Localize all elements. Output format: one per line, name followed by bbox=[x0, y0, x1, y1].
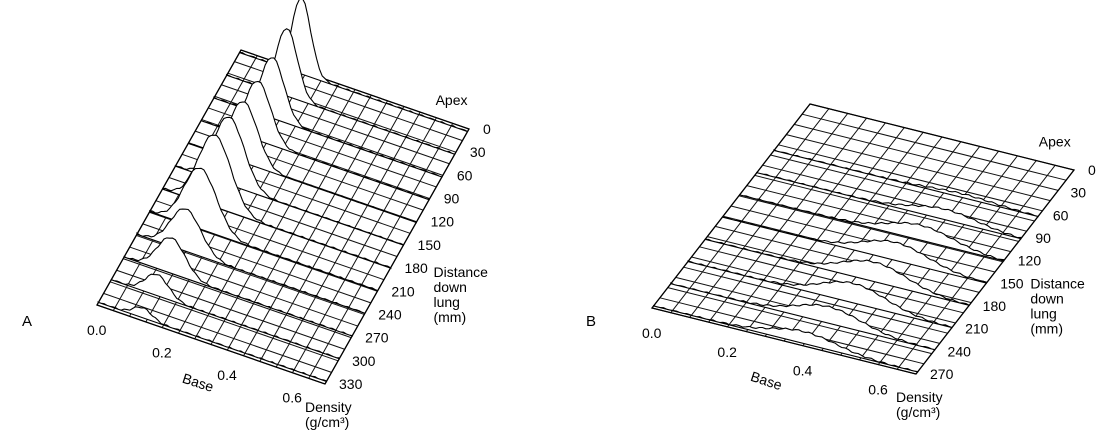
y-tick-label: 0 bbox=[1088, 162, 1096, 178]
y-tick-label: 180 bbox=[404, 260, 428, 276]
grid-line-distance bbox=[715, 225, 980, 293]
grid-line-distance bbox=[778, 144, 1043, 212]
x-tick-label: 0.6 bbox=[868, 382, 888, 398]
grid-line-distance bbox=[738, 195, 1004, 263]
distance-axis-label: lung bbox=[433, 294, 459, 310]
y-tick-label: 60 bbox=[457, 167, 473, 183]
distance-axis-label: down bbox=[1030, 290, 1063, 306]
distance-axis-label: down bbox=[433, 279, 466, 295]
base-label: Base bbox=[749, 368, 784, 393]
grid-line-distance bbox=[762, 164, 1027, 232]
grid-line-distance bbox=[683, 266, 948, 334]
y-tick-label: 0 bbox=[483, 121, 491, 137]
x-tick-label: 0.4 bbox=[793, 363, 813, 379]
y-tick-label: 240 bbox=[378, 306, 402, 322]
y-tick-label: 330 bbox=[339, 376, 363, 392]
panel-label: A bbox=[22, 313, 32, 330]
y-tick-label: 180 bbox=[983, 298, 1007, 314]
y-tick-label: 270 bbox=[930, 366, 954, 382]
distance-axis-label: (mm) bbox=[1030, 320, 1063, 336]
y-tick-label: 210 bbox=[391, 283, 415, 299]
y-tick-label: 150 bbox=[1000, 275, 1024, 291]
grid-line-distance bbox=[794, 123, 1059, 191]
y-tick-label: 30 bbox=[470, 144, 486, 160]
grid-line-distance bbox=[801, 113, 1067, 181]
profile-curve bbox=[773, 148, 1039, 218]
profile-curve bbox=[756, 171, 1022, 240]
distance-axis-label: Distance bbox=[433, 264, 488, 280]
x-tick-label: 0.0 bbox=[87, 322, 107, 338]
grid-outline bbox=[650, 103, 1076, 375]
density-axis-label: Density bbox=[305, 399, 352, 415]
density-axis-label: (g/cm³) bbox=[305, 414, 349, 430]
y-tick-label: 270 bbox=[365, 330, 389, 346]
y-tick-label: 150 bbox=[418, 237, 442, 253]
y-tick-label: 90 bbox=[1035, 230, 1051, 246]
grid-line-distance bbox=[746, 185, 1011, 253]
y-tick-label: 60 bbox=[1053, 207, 1069, 223]
grid-line-distance bbox=[754, 174, 1019, 242]
y-tick-label: 210 bbox=[965, 321, 989, 337]
profile-curve bbox=[161, 134, 392, 270]
y-tick-label: 300 bbox=[352, 353, 376, 369]
distance-axis-label: Distance bbox=[1030, 275, 1085, 291]
y-tick-label: 30 bbox=[1070, 185, 1086, 201]
x-tick-label: 0.4 bbox=[217, 367, 237, 383]
grid-line-distance bbox=[699, 246, 964, 314]
profile-curve bbox=[110, 273, 340, 360]
y-tick-label: 120 bbox=[1018, 253, 1042, 269]
x-tick-label: 0.2 bbox=[717, 344, 737, 360]
grid-line-distance bbox=[770, 154, 1035, 222]
grid-line-distance bbox=[786, 134, 1051, 202]
profile-curves bbox=[652, 148, 1039, 373]
profile-curve bbox=[652, 304, 919, 373]
panel-label: B bbox=[586, 313, 596, 330]
profile-curve bbox=[704, 238, 970, 306]
profile-curve bbox=[721, 216, 987, 284]
base-grid bbox=[651, 103, 1075, 375]
grid-line-distance bbox=[109, 281, 339, 362]
grid-line-distance bbox=[103, 292, 332, 373]
base-label: Base bbox=[180, 370, 215, 395]
profile-curve bbox=[123, 237, 353, 337]
profile-curve bbox=[687, 260, 953, 329]
x-tick-label: 0.6 bbox=[282, 390, 302, 406]
apex-label: Apex bbox=[436, 92, 468, 108]
grid-line-distance bbox=[123, 258, 352, 339]
y-tick-label: 120 bbox=[431, 214, 455, 230]
grid-line-distance bbox=[730, 205, 996, 273]
panel-a: 0.0 0.2 0.4 0.6 0 30 60 90 120 150 180 210 240 270 300… bbox=[22, 0, 491, 430]
profile-curve bbox=[738, 194, 1005, 262]
x-tick-label: 0.0 bbox=[642, 325, 662, 341]
grid-outline bbox=[96, 49, 470, 385]
y-tick-label: 90 bbox=[444, 191, 460, 207]
profile-curve bbox=[96, 301, 328, 383]
x-tick-label: 0.2 bbox=[152, 345, 172, 361]
density-axis-label: (g/cm³) bbox=[896, 404, 940, 420]
distance-axis-label: lung bbox=[1030, 305, 1056, 321]
profile-curves bbox=[96, 0, 469, 383]
profile-curve bbox=[149, 167, 379, 292]
distance-axis-label: (mm) bbox=[433, 309, 466, 325]
profile-curve bbox=[136, 208, 368, 314]
density-axis-label: Density bbox=[896, 389, 943, 405]
profile-curve bbox=[670, 282, 936, 351]
grid-line-distance bbox=[667, 287, 932, 355]
y-tick-label: 240 bbox=[948, 343, 972, 359]
apex-label: Apex bbox=[1039, 134, 1071, 150]
